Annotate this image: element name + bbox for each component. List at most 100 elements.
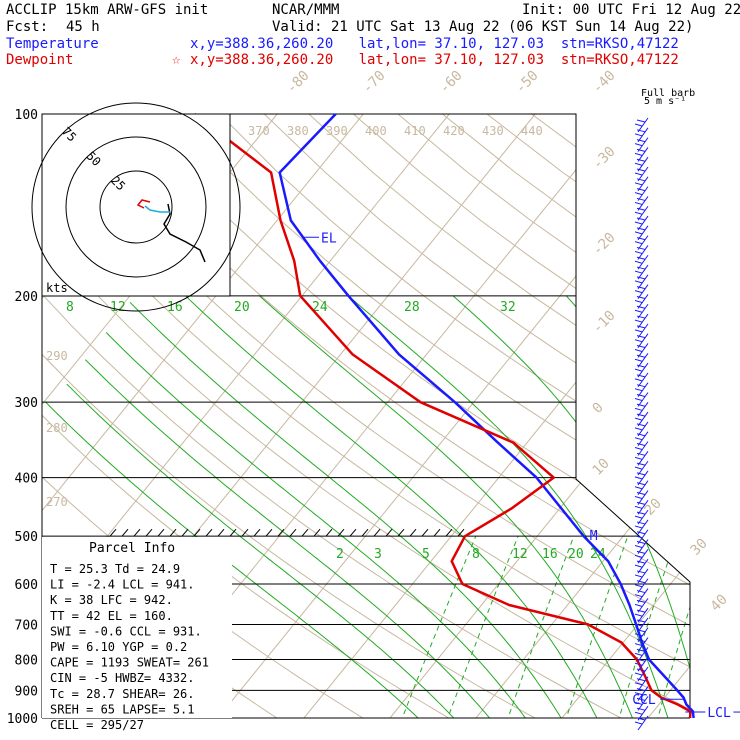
wind-barb bbox=[634, 166, 649, 182]
parcel-info-row: CAPE = 1193 SWEAT= 261 bbox=[50, 656, 209, 670]
dewpoint-star-icon: ☆ bbox=[172, 52, 181, 68]
isotherm-label: -20 bbox=[590, 230, 619, 259]
hodograph-trace bbox=[144, 205, 170, 213]
wind-barb-title: Full barb bbox=[641, 88, 695, 99]
wind-barb bbox=[634, 274, 649, 290]
org-label: NCAR/MMM bbox=[272, 2, 340, 18]
wind-barb bbox=[634, 558, 649, 574]
valid-time: Valid: 21 UTC Sat 13 Aug 22 (06 KST Sun … bbox=[272, 19, 694, 35]
wind-barb bbox=[634, 490, 649, 505]
theta-label: 440 bbox=[521, 124, 543, 138]
parcel-info-row: TT = 42 EL = 160. bbox=[50, 609, 173, 623]
wind-barb bbox=[634, 451, 649, 466]
theta-label: 280 bbox=[46, 421, 68, 435]
theta-label: 410 bbox=[404, 124, 426, 138]
isotherm-line bbox=[42, 114, 364, 718]
pressure-tick-label: 600 bbox=[15, 578, 38, 593]
hodograph-ring bbox=[99, 170, 173, 244]
wind-barb bbox=[634, 294, 649, 309]
parcel-info-row: K = 38 LFC = 942. bbox=[50, 593, 173, 607]
wind-barb bbox=[634, 460, 649, 476]
pressure-tick-label: 700 bbox=[15, 618, 38, 633]
wind-barb bbox=[634, 715, 649, 731]
wind-barb bbox=[634, 411, 649, 427]
mixing-ratio-line bbox=[503, 536, 575, 718]
el-label: EL bbox=[321, 231, 337, 246]
wind-barb bbox=[634, 127, 649, 143]
isotherm-label: 30 bbox=[688, 536, 711, 559]
wind-barb bbox=[634, 284, 649, 299]
isotherm-line bbox=[561, 114, 690, 718]
hodograph-trace bbox=[136, 199, 151, 209]
wind-barb bbox=[634, 343, 649, 358]
mixing-ratio-label: 20 bbox=[568, 547, 584, 562]
moist-adiabat-line bbox=[66, 383, 466, 718]
mixing-ratio-line bbox=[614, 536, 677, 718]
dewpoint-profile-line bbox=[193, 113, 692, 719]
wind-barb bbox=[634, 196, 649, 211]
dewpoint-location-info: x,y=388.36,260.20 lat,lon= 37.10, 127.03… bbox=[190, 52, 679, 68]
wind-barbs bbox=[634, 117, 649, 731]
pressure-tick-label: 300 bbox=[15, 396, 38, 411]
dry-adiabat-line bbox=[42, 114, 646, 718]
moist-adiabat-line bbox=[452, 295, 690, 718]
wind-barb bbox=[634, 500, 649, 515]
mixing-ratio-line bbox=[684, 536, 690, 718]
moist-adiabat-label: 12 bbox=[110, 300, 126, 315]
parcel-info-row: LI = -2.4 LCL = 941. bbox=[50, 578, 195, 592]
wind-barb bbox=[634, 519, 649, 535]
dewpoint-legend-label: Dewpoint bbox=[6, 52, 74, 68]
wind-barb bbox=[634, 549, 649, 564]
wind-barb bbox=[634, 656, 649, 672]
wind-barb bbox=[634, 431, 649, 446]
hodograph-trace bbox=[163, 203, 206, 263]
mixing-ratio-label: 2 bbox=[336, 547, 344, 562]
isotherm-label: -80 bbox=[284, 68, 313, 97]
hodograph-units-label: kts bbox=[46, 281, 68, 295]
moist-adiabat-line bbox=[105, 332, 535, 718]
parcel-info-row: PW = 6.10 YGP = 0.2 bbox=[50, 640, 187, 654]
isotherm-label: 20 bbox=[642, 496, 665, 519]
dry-adiabat-line bbox=[664, 114, 690, 718]
pressure-tick-label: 200 bbox=[15, 290, 38, 305]
hodograph-ring bbox=[31, 102, 241, 312]
wind-barb bbox=[634, 352, 649, 368]
dry-adiabat-line bbox=[42, 114, 690, 718]
wind-barb bbox=[634, 323, 649, 339]
forecast-label: Fcst: bbox=[6, 19, 49, 35]
wind-barb bbox=[634, 254, 649, 270]
isotherm-line bbox=[475, 114, 690, 718]
hodograph-ring bbox=[65, 136, 207, 278]
moist-adiabat-line bbox=[45, 401, 432, 718]
wind-barb bbox=[634, 362, 649, 378]
wind-barb bbox=[634, 598, 649, 613]
dry-adiabat-line bbox=[174, 114, 690, 718]
wind-barb bbox=[634, 303, 649, 319]
wind-barb bbox=[634, 225, 649, 241]
wind-barb bbox=[634, 666, 649, 682]
mixing-ratio-line bbox=[711, 536, 740, 731]
isotherm-line bbox=[734, 114, 740, 718]
wind-barb bbox=[634, 588, 649, 603]
theta-label: 430 bbox=[482, 124, 504, 138]
wind-barb bbox=[634, 607, 649, 623]
mixing-ratio-line bbox=[442, 536, 519, 718]
dry-adiabat-line bbox=[42, 114, 690, 718]
wind-barb bbox=[634, 568, 649, 584]
isotherm-label: -10 bbox=[590, 308, 619, 337]
forecast-hours: 45 h bbox=[66, 19, 100, 35]
model-title: ACCLIP 15km ARW-GFS init bbox=[6, 2, 209, 18]
moist-adiabat-line bbox=[259, 295, 639, 718]
mixing-ratio-label: 3 bbox=[374, 547, 382, 562]
dry-adiabat-line bbox=[219, 114, 690, 718]
isotherm-label: -40 bbox=[590, 68, 619, 97]
moist-adiabat-line bbox=[185, 295, 604, 718]
mixing-ratio-label: 16 bbox=[542, 547, 558, 562]
mixing-ratio-label: 12 bbox=[512, 547, 528, 562]
wind-barb bbox=[634, 637, 649, 652]
parcel-info-row: SWI = -0.6 CCL = 931. bbox=[50, 624, 202, 638]
wind-barb bbox=[634, 205, 649, 221]
pressure-tick-label: 100 bbox=[15, 108, 38, 123]
isotherm-line bbox=[389, 114, 690, 718]
wind-barb bbox=[634, 147, 649, 162]
